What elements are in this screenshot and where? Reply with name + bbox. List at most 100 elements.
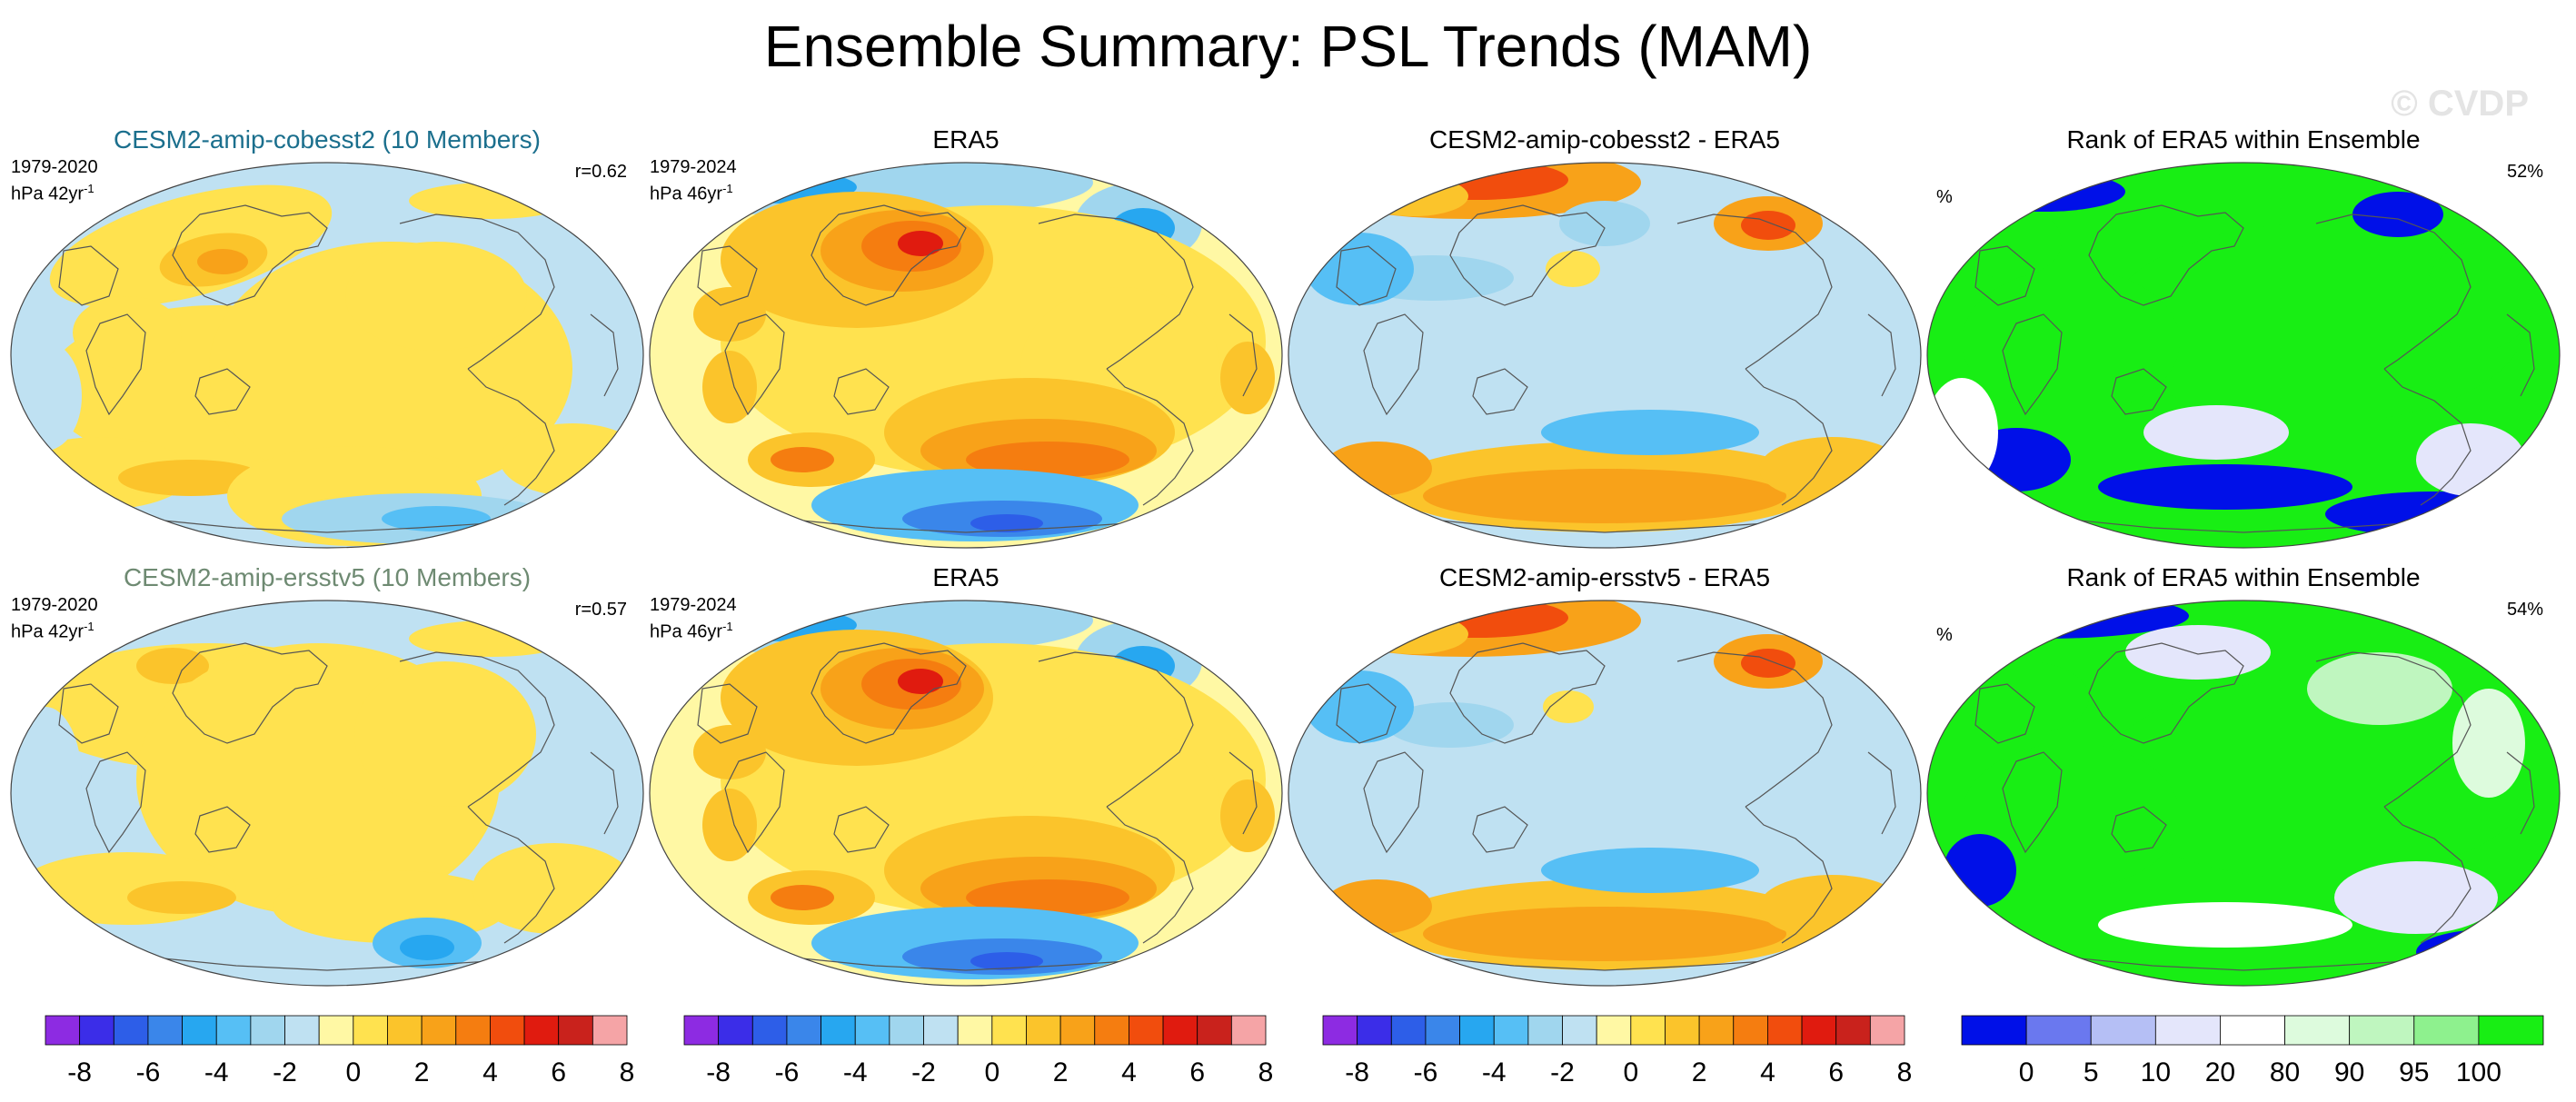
colorbar-swatch: [1197, 1015, 1232, 1046]
coastline: [811, 642, 967, 744]
coastline: [1106, 368, 1194, 506]
map-era5-trend: [649, 162, 1283, 549]
contour-region: [1387, 601, 1568, 638]
colorbar-swatch: [1630, 1015, 1666, 1046]
contour-region: [382, 506, 491, 531]
panel-era5-trend-bottom: ERA5 1979-2024 hPa 46yr-1: [648, 563, 1284, 999]
colorbar-swatch: [79, 1015, 114, 1046]
contour-region: [1953, 205, 2062, 278]
coastline: [194, 368, 251, 415]
coastline: [1336, 245, 1397, 306]
colorbar-tick-label: -6: [774, 1057, 800, 1087]
panel-era5-trend-top: ERA5 1979-2024 hPa 46yr-1: [648, 125, 1284, 561]
coastline: [833, 368, 890, 415]
colorbar-swatch: [1322, 1015, 1358, 1046]
colorbar-swatch: [2349, 1015, 2415, 1046]
coastline: [1867, 751, 1896, 835]
colorbar-swatch: [1357, 1015, 1392, 1046]
percent-value: 54%: [2506, 600, 2543, 620]
colorbar-tick-label: -4: [204, 1057, 229, 1087]
coastline: [724, 313, 785, 416]
colorbar-swatch: [2478, 1015, 2544, 1046]
colorbar-trend-1: -8 -6 -4 -2 0 2 4 6 8: [45, 1015, 634, 1097]
colorbar-swatch: [215, 1015, 252, 1046]
coastline: [1974, 683, 2035, 744]
coastline: [172, 204, 328, 306]
coastline: [2506, 313, 2535, 397]
colorbar-tick-label: -2: [911, 1057, 936, 1087]
units-label: hPa 42yr: [11, 184, 85, 204]
contour-region: [1546, 251, 1600, 287]
colorbar-tick-label: 95: [2399, 1057, 2430, 1087]
panel-diff2: CESM2-amip-ersstv5 - ERA5: [1287, 563, 1923, 999]
contour-region: [1305, 233, 1414, 305]
coastline: [590, 313, 619, 397]
colorbar-swatch: [182, 1015, 217, 1046]
coastline: [811, 204, 967, 306]
coastline: [2088, 204, 2244, 306]
contour-region: [1541, 410, 1759, 455]
colorbar-swatch: [421, 1015, 457, 1046]
colorbar-swatch: [1767, 1015, 1803, 1046]
map-model2-trend: [10, 600, 644, 987]
coastline: [833, 806, 890, 853]
contour-region: [1543, 690, 1594, 723]
coastline: [2111, 368, 2167, 415]
panel-rank2: Rank of ERA5 within Ensemble % 54%: [1925, 563, 2561, 999]
coastline: [1676, 651, 1833, 808]
coastline: [1867, 313, 1896, 397]
contour-region: [970, 952, 1043, 970]
contour-region: [693, 725, 766, 779]
coastline: [85, 313, 146, 416]
map-border: [1926, 162, 2561, 549]
contour-region: [2416, 929, 2560, 975]
figure-title: Ensemble Summary: PSL Trends (MAM): [763, 14, 1813, 79]
coastline: [1745, 368, 1833, 506]
coastline: [1336, 683, 1397, 744]
contour-region: [354, 661, 536, 807]
contour-region: [1359, 176, 1468, 216]
colorbar-tick-label: 10: [2140, 1057, 2172, 1087]
contour-region: [1559, 201, 1650, 246]
colorbar-swatch: [2284, 1015, 2351, 1046]
contour-region: [409, 183, 572, 219]
period-label: 1979-2020: [11, 595, 98, 615]
colorbar-swatch: [2090, 1015, 2156, 1046]
contour-region: [2325, 491, 2543, 537]
colorbar-tick-label: 2: [1691, 1057, 1707, 1087]
map-rank1: [1926, 162, 2561, 549]
units-exponent: -1: [722, 182, 733, 195]
period-label: 1979-2024: [650, 157, 737, 177]
contour-region: [400, 935, 454, 960]
colorbar-swatch: [1459, 1015, 1495, 1046]
contour-region: [1220, 779, 1275, 852]
coastline: [2315, 651, 2472, 808]
colorbar-tick-label: 0: [2018, 1057, 2034, 1087]
contour-region: [2098, 680, 2534, 879]
contour-region: [2425, 242, 2534, 351]
units-label: hPa 42yr: [11, 621, 85, 642]
coastline: [172, 642, 328, 744]
contour-region: [2098, 902, 2352, 948]
coastline: [399, 213, 555, 370]
colorbar-tick-label: 80: [2269, 1057, 2301, 1087]
contour-region: [1962, 661, 2089, 734]
coastline: [1038, 651, 1194, 808]
panel-title: CESM2-amip-cobesst2 - ERA5: [1429, 125, 1780, 154]
correlation-label: r=0.57: [574, 600, 627, 620]
colorbar-swatch: [889, 1015, 924, 1046]
colorbar-tick-label: 20: [2204, 1057, 2236, 1087]
colorbar-swatch: [821, 1015, 856, 1046]
coastline: [144, 518, 519, 533]
colorbar-tick-label: -2: [273, 1057, 297, 1087]
coastline: [1422, 518, 1796, 533]
colorbar-swatch: [592, 1015, 628, 1046]
colorbar-swatch: [1094, 1015, 1129, 1046]
colorbar-swatch: [1698, 1015, 1735, 1046]
units-label: hPa 46yr: [650, 184, 723, 204]
coastline: [2315, 213, 2472, 370]
contour-region: [2307, 652, 2452, 725]
contour-region: [1741, 211, 1795, 240]
coastline: [2002, 313, 2063, 416]
coastline: [2061, 956, 2435, 971]
